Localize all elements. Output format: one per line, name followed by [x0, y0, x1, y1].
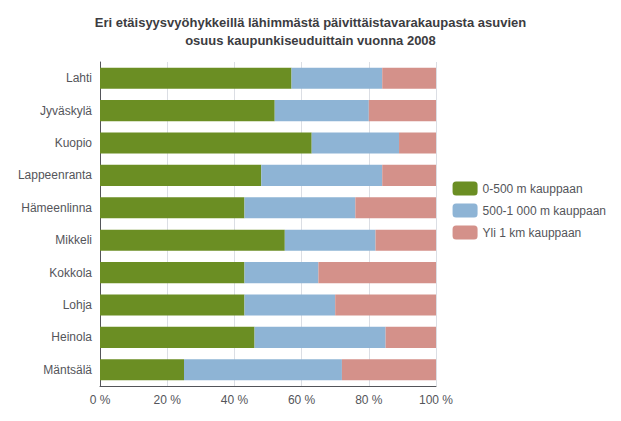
svg-text:osuus kaupunkiseuduittain vuon: osuus kaupunkiseuduittain vuonna 2008: [185, 33, 436, 48]
svg-text:500-1 000 m kauppaan: 500-1 000 m kauppaan: [483, 204, 606, 218]
svg-text:80 %: 80 %: [355, 393, 383, 407]
svg-text:Lappeenranta: Lappeenranta: [18, 168, 92, 182]
svg-text:Lahti: Lahti: [66, 71, 92, 85]
svg-text:0-500 m kauppaan: 0-500 m kauppaan: [483, 182, 583, 196]
svg-text:Mikkeli: Mikkeli: [55, 233, 92, 247]
svg-text:Hämeenlinna: Hämeenlinna: [21, 201, 92, 215]
svg-text:Kuopio: Kuopio: [55, 136, 93, 150]
svg-text:Heinola: Heinola: [51, 330, 92, 344]
svg-text:Yli 1 km kauppaan: Yli 1 km kauppaan: [483, 226, 582, 240]
svg-text:Jyväskylä: Jyväskylä: [40, 104, 92, 118]
svg-text:60 %: 60 %: [288, 393, 316, 407]
svg-text:Eri etäisyysvyöhykkeillä lähim: Eri etäisyysvyöhykkeillä lähimmästä päiv…: [95, 15, 526, 30]
svg-text:100 %: 100 %: [419, 393, 453, 407]
svg-text:0 %: 0 %: [90, 393, 111, 407]
svg-text:20 %: 20 %: [154, 393, 182, 407]
svg-text:Mäntsälä: Mäntsälä: [43, 363, 92, 377]
svg-text:Kokkola: Kokkola: [49, 266, 92, 280]
svg-text:40 %: 40 %: [221, 393, 249, 407]
svg-text:Lohja: Lohja: [63, 298, 93, 312]
